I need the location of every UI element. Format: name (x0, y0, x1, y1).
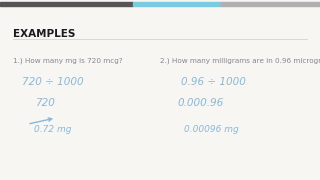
Text: 720 ÷ 1000: 720 ÷ 1000 (22, 76, 84, 87)
Text: 720: 720 (35, 98, 55, 108)
Text: 2.) How many milligrams are in 0.96 micrograms?: 2.) How many milligrams are in 0.96 micr… (160, 58, 320, 64)
Text: 0.72 mg: 0.72 mg (34, 125, 71, 134)
Text: 0.96 ÷ 1000: 0.96 ÷ 1000 (181, 76, 246, 87)
Text: 0.000.96: 0.000.96 (178, 98, 224, 108)
Text: 0.00096 mg: 0.00096 mg (184, 125, 239, 134)
Text: 1.) How many mg is 720 mcg?: 1.) How many mg is 720 mcg? (13, 58, 123, 64)
Text: EXAMPLES: EXAMPLES (13, 29, 75, 39)
